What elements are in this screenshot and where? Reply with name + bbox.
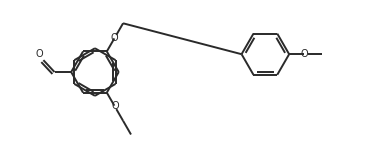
Text: O: O <box>111 33 118 43</box>
Text: O: O <box>111 101 119 111</box>
Text: O: O <box>301 49 309 59</box>
Text: O: O <box>36 48 43 59</box>
